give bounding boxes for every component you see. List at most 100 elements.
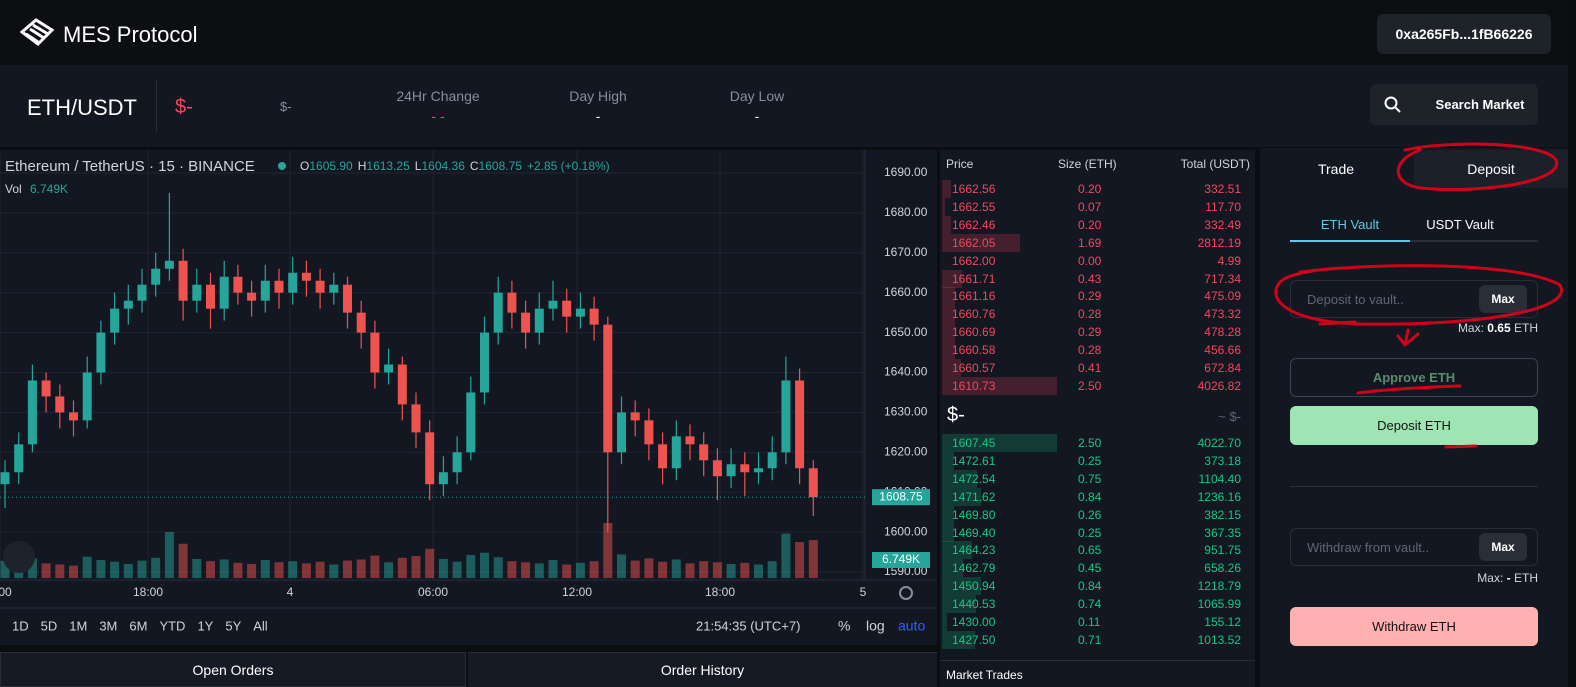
withdraw-max-button[interactable]: Max [1479,533,1527,561]
range-button[interactable]: 5D [41,618,58,633]
candle-body [452,452,462,473]
size: 0.28 [1078,343,1102,358]
bid-row: 1440.53 0.74 1065.99 [940,595,1255,614]
volume-bar [685,563,695,578]
max-unit: ETH [1514,571,1538,585]
price: 1662.55 [952,199,996,214]
depth-bar [942,523,954,542]
candle-body [795,380,805,469]
candle-body [356,312,366,333]
ohlc-label: H [358,159,367,173]
bid-row: 1471.62 0.84 1236.16 [940,487,1255,506]
candle-body [82,372,92,421]
volume-bar [27,558,37,578]
tab-trade[interactable]: Trade [1317,161,1355,177]
candle-body [41,380,51,397]
range-button[interactable]: 1Y [197,618,213,633]
total: 332.49 [1204,217,1241,232]
volume-bar [671,559,681,578]
ask-row: 1610.73 2.50 4026.82 [940,376,1255,395]
chart-option[interactable]: log [866,618,885,634]
chart-option[interactable]: % [838,618,850,634]
price: 1472.61 [952,453,996,468]
candle-body [466,392,476,453]
range-button[interactable]: 6M [129,618,147,633]
bid-row: 1472.54 0.75 1104.40 [940,469,1255,488]
top-bar: MES Protocol 0xa265Fb...1fB66226 [0,0,1568,65]
wallet-button[interactable]: 0xa265Fb...1fB66226 [1377,14,1551,54]
depth-bar [942,180,952,198]
depth-bar [942,323,956,342]
volume-bar [69,565,78,578]
candle-body [781,380,791,453]
size: 1.69 [1078,235,1102,250]
volume-bar [726,563,736,578]
size: 0.25 [1078,525,1102,540]
depth-bar [942,269,962,288]
tab-eth-vault[interactable]: ETH Vault [1320,216,1380,232]
volume-bar [754,564,763,578]
max-value: 0.65 [1487,321,1511,335]
candle-body [247,292,257,301]
volume-bar [82,556,92,578]
approve-button[interactable]: Approve ETH [1290,358,1538,397]
deposit-max-button[interactable]: Max [1479,285,1527,313]
last-volume: 6.749K [882,552,920,566]
size: 0.65 [1078,543,1102,558]
total: 117.70 [1205,199,1241,214]
candle-body [397,364,407,405]
total: 373.18 [1204,453,1241,468]
ask-row: 1660.58 0.28 456.66 [940,341,1255,360]
volume-bar [137,560,147,578]
tab-usdt-vault[interactable]: USDT Vault [1426,216,1494,232]
size: 0.43 [1078,271,1102,286]
candle-body [493,292,503,333]
price: 1464.23 [952,543,996,558]
tab-deposit[interactable]: Deposit [1414,150,1568,188]
volume-bar [438,558,448,578]
range-button[interactable]: All [253,618,268,633]
last-volume-box [872,552,930,568]
x-tick-label: 4 [287,585,294,599]
tab-open-orders[interactable]: Open Orders [0,652,466,687]
size: 0.84 [1078,489,1102,504]
range-button[interactable]: YTD [159,618,185,633]
range-button[interactable]: 1M [69,618,87,633]
bid-row: 1430.00 0.11 155.12 [940,613,1255,631]
col-price: Price [946,157,974,171]
search-label: Search Market [1435,97,1525,112]
price: 1427.50 [952,632,996,647]
withdraw-input[interactable]: Withdraw from vault.. Max [1290,528,1538,566]
volume-bar [260,560,270,578]
tab-order-history[interactable]: Order History [468,652,937,687]
x-tick-label: 2:00 [0,585,12,599]
range-button[interactable]: 3M [99,618,117,633]
candle-body [288,272,298,293]
candle-body [630,412,640,421]
volume-bar [521,562,531,578]
candle-body [260,280,270,301]
candle-body [699,444,709,461]
candle-body [603,324,613,453]
depth-bar [942,359,961,377]
chart-option[interactable]: auto [898,618,925,634]
pair: ETH/USDT [27,95,137,120]
range-button[interactable]: 5Y [225,618,241,633]
stat-label: Day Low [729,88,785,104]
bid-row: 1462.79 0.45 658.26 [940,559,1255,578]
volume-bar [507,561,517,578]
volume-bar [123,563,133,578]
deposit-panel: Trade Deposit ETH Vault USDT Vault Depos… [1260,148,1568,687]
deposit-button[interactable]: Deposit ETH [1290,406,1538,445]
stat-label: Day High [569,88,627,104]
range-button[interactable]: 1D [12,618,29,633]
volume-bar [480,552,489,578]
price: 1662.46 [952,217,996,232]
volume-bar [548,560,558,578]
search-button[interactable]: Search Market [1370,84,1538,125]
candle-body [274,280,284,293]
deposit-input[interactable]: Deposit to vault.. Max [1290,280,1538,318]
x-tick-label: 06:00 [418,585,448,599]
withdraw-placeholder: Withdraw from vault.. [1307,540,1430,555]
withdraw-button[interactable]: Withdraw ETH [1290,607,1538,646]
